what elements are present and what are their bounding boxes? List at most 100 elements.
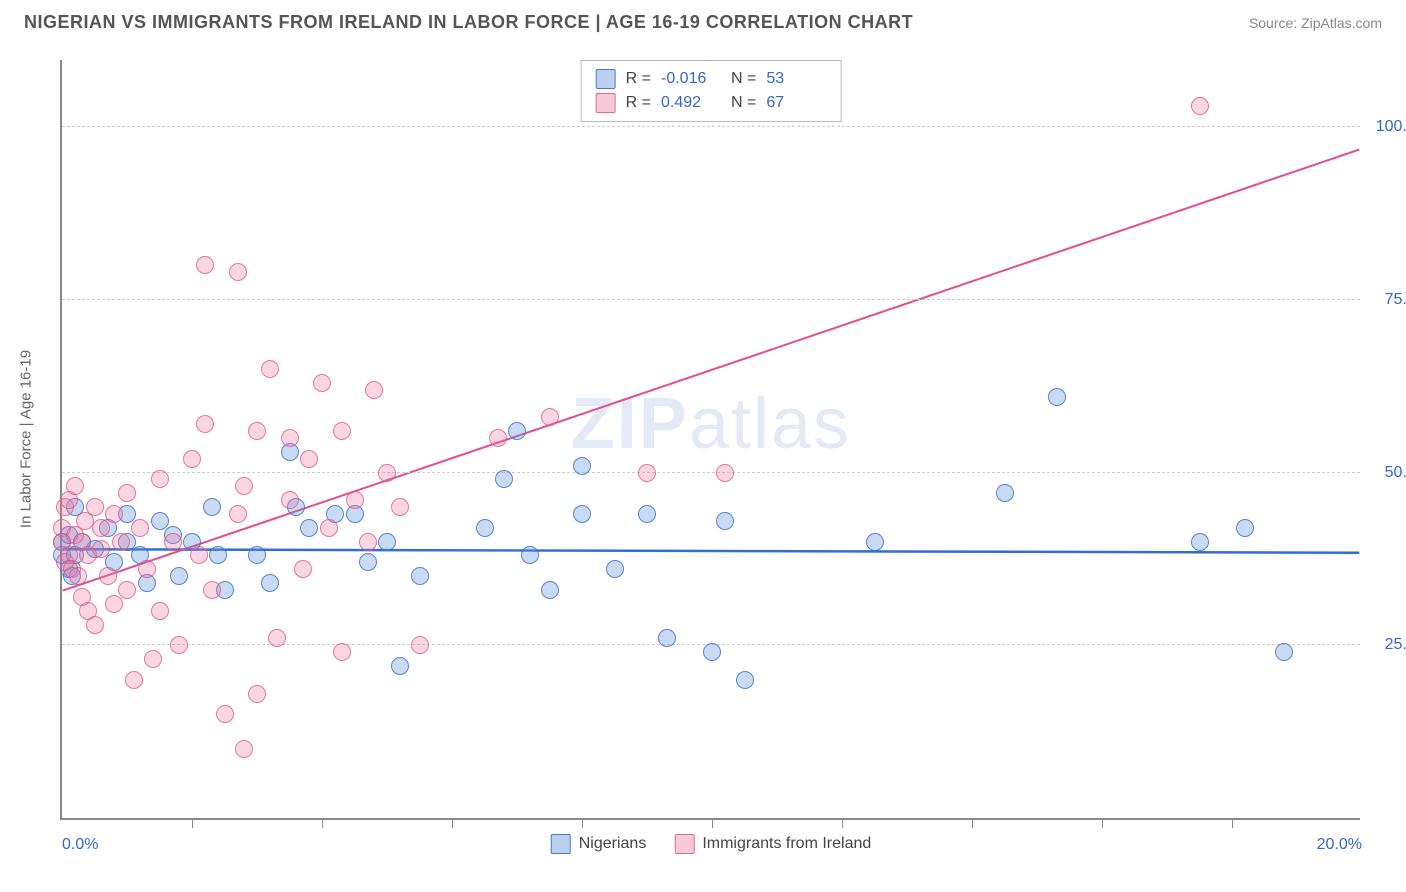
- data-point: [703, 643, 721, 661]
- data-point: [105, 595, 123, 613]
- data-point: [248, 546, 266, 564]
- data-point: [268, 629, 286, 647]
- data-point: [105, 505, 123, 523]
- x-tick: [1232, 818, 1233, 828]
- data-point: [69, 567, 87, 585]
- data-point: [92, 540, 110, 558]
- data-point: [248, 422, 266, 440]
- scatter-chart: In Labor Force | Age 16-19 ZIPatlas R = …: [60, 60, 1360, 820]
- data-point: [573, 457, 591, 475]
- x-tick: [582, 818, 583, 828]
- correlation-legend: R = -0.016 N = 53 R = 0.492 N = 67: [581, 60, 842, 122]
- x-tick: [192, 818, 193, 828]
- data-point: [365, 381, 383, 399]
- legend-row-blue: R = -0.016 N = 53: [596, 67, 827, 91]
- data-point: [320, 519, 338, 537]
- gridline-h: [62, 299, 1360, 300]
- data-point: [261, 574, 279, 592]
- data-point: [294, 560, 312, 578]
- series-legend: Nigerians Immigrants from Ireland: [551, 834, 872, 854]
- data-point: [300, 450, 318, 468]
- swatch-blue-icon: [551, 834, 571, 854]
- data-point: [196, 256, 214, 274]
- data-point: [541, 581, 559, 599]
- data-point: [1275, 643, 1293, 661]
- data-point: [216, 705, 234, 723]
- x-tick: [452, 818, 453, 828]
- data-point: [716, 464, 734, 482]
- y-tick-label: 75.0%: [1385, 291, 1406, 309]
- data-point: [131, 519, 149, 537]
- data-point: [190, 546, 208, 564]
- data-point: [118, 484, 136, 502]
- data-point: [573, 505, 591, 523]
- data-point: [1191, 97, 1209, 115]
- data-point: [125, 671, 143, 689]
- data-point: [378, 464, 396, 482]
- data-point: [1048, 388, 1066, 406]
- y-tick-label: 100.0%: [1376, 118, 1406, 136]
- data-point: [346, 491, 364, 509]
- data-point: [183, 450, 201, 468]
- data-point: [170, 636, 188, 654]
- data-point: [99, 567, 117, 585]
- data-point: [638, 464, 656, 482]
- legend-item-nigerians: Nigerians: [551, 834, 647, 854]
- data-point: [333, 643, 351, 661]
- chart-source: Source: ZipAtlas.com: [1249, 15, 1382, 31]
- y-tick-label: 25.0%: [1385, 636, 1406, 654]
- data-point: [86, 616, 104, 634]
- data-point: [411, 636, 429, 654]
- data-point: [606, 560, 624, 578]
- chart-title: NIGERIAN VS IMMIGRANTS FROM IRELAND IN L…: [24, 12, 913, 33]
- gridline-h: [62, 472, 1360, 473]
- x-tick: [322, 818, 323, 828]
- data-point: [235, 740, 253, 758]
- data-point: [112, 533, 130, 551]
- gridline-h: [62, 126, 1360, 127]
- regression-line: [63, 150, 1360, 591]
- data-point: [313, 374, 331, 392]
- data-point: [1191, 533, 1209, 551]
- data-point: [391, 657, 409, 675]
- legend-row-pink: R = 0.492 N = 67: [596, 91, 827, 115]
- data-point: [658, 629, 676, 647]
- data-point: [736, 671, 754, 689]
- data-point: [541, 408, 559, 426]
- data-point: [391, 498, 409, 516]
- swatch-pink-icon: [596, 93, 616, 113]
- data-point: [235, 477, 253, 495]
- data-point: [489, 429, 507, 447]
- data-point: [495, 470, 513, 488]
- data-point: [203, 581, 221, 599]
- data-point: [170, 567, 188, 585]
- data-point: [521, 546, 539, 564]
- data-point: [229, 505, 247, 523]
- data-point: [86, 498, 104, 516]
- data-point: [229, 263, 247, 281]
- data-point: [151, 602, 169, 620]
- data-point: [300, 519, 318, 537]
- data-point: [164, 533, 182, 551]
- data-point: [996, 484, 1014, 502]
- data-point: [118, 581, 136, 599]
- data-point: [196, 415, 214, 433]
- x-tick-label: 0.0%: [62, 836, 98, 854]
- legend-item-ireland: Immigrants from Ireland: [674, 834, 871, 854]
- data-point: [92, 519, 110, 537]
- swatch-blue-icon: [596, 69, 616, 89]
- data-point: [209, 546, 227, 564]
- y-axis-label: In Labor Force | Age 16-19: [18, 350, 35, 528]
- data-point: [261, 360, 279, 378]
- swatch-pink-icon: [674, 834, 694, 854]
- data-point: [359, 553, 377, 571]
- data-point: [638, 505, 656, 523]
- data-point: [281, 429, 299, 447]
- x-tick: [1102, 818, 1103, 828]
- data-point: [508, 422, 526, 440]
- data-point: [866, 533, 884, 551]
- x-tick: [972, 818, 973, 828]
- x-tick: [842, 818, 843, 828]
- data-point: [281, 491, 299, 509]
- data-point: [359, 533, 377, 551]
